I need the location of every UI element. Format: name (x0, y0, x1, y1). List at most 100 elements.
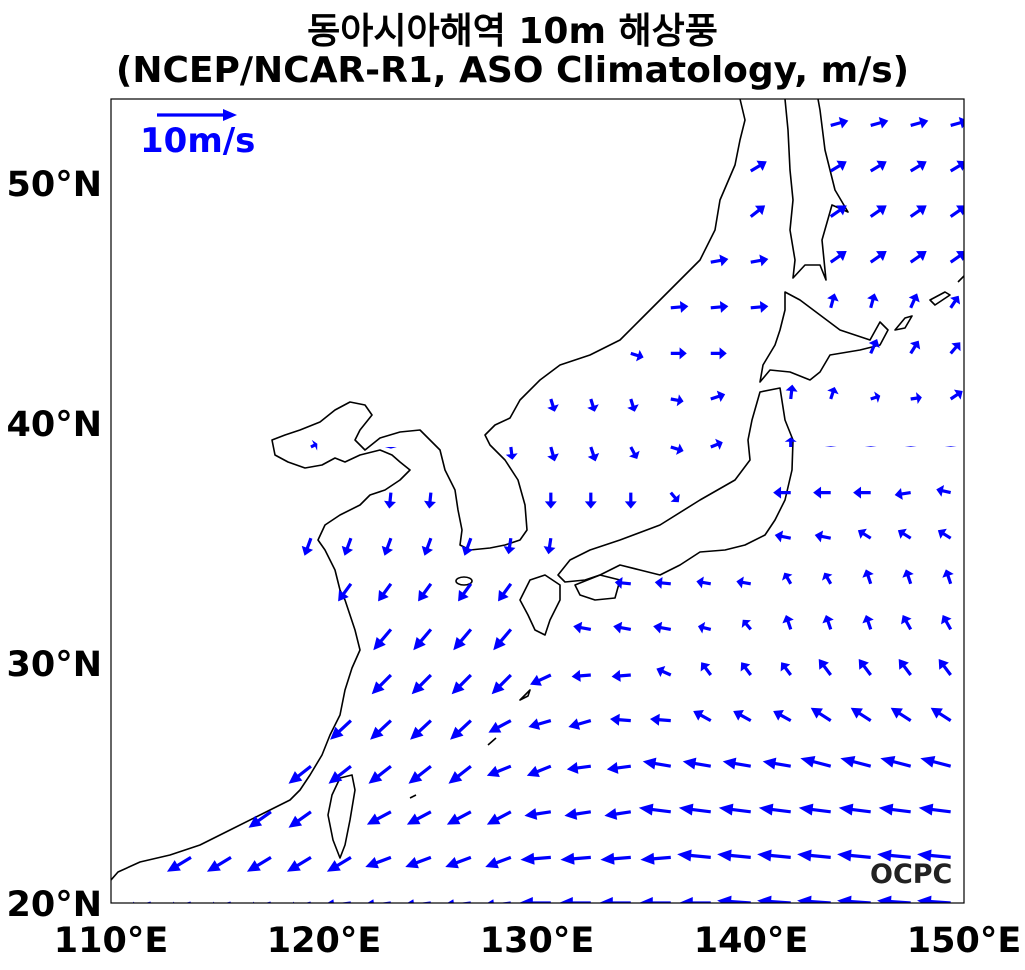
wind-vector-arrow (782, 572, 793, 585)
wind-vector-arrow (838, 803, 871, 816)
wind-vector-arrow (624, 492, 637, 509)
wind-vector-arrow (937, 528, 952, 540)
wind-vector-arrow (584, 492, 597, 509)
wind-vector-arrow (453, 628, 473, 651)
wind-vector-arrow (814, 530, 832, 543)
wind-vector-arrow (944, 446, 957, 447)
wind-vector-arrow (677, 849, 711, 862)
wind-vector-arrow (693, 710, 712, 723)
wind-vector-arrow (330, 719, 352, 740)
wind-vector-arrow (206, 856, 232, 872)
wind-vector-arrow (850, 707, 872, 722)
wind-vector-arrow (870, 116, 889, 129)
wind-vector-arrow (858, 658, 872, 676)
wind-vector-arrow (840, 755, 872, 768)
wind-vector-arrow (524, 808, 552, 820)
wind-vector-arrow (451, 673, 472, 695)
wind-vector-arrow (758, 803, 791, 816)
wind-vector-arrow (810, 707, 832, 722)
wind-vector-arrow (910, 392, 922, 405)
wind-vector-arrow (654, 576, 671, 589)
wind-vector-arrow (418, 582, 433, 602)
wind-vector-arrow (606, 762, 632, 774)
wind-vector-arrow (627, 398, 639, 412)
wind-vector-arrow (857, 528, 872, 540)
wind-vector-arrow (898, 658, 912, 676)
wind-vector-arrow (338, 582, 353, 602)
wind-vector-arrow (757, 895, 791, 903)
logo-text: OCPC (870, 859, 952, 890)
wind-vector-arrow (571, 669, 591, 682)
coastline-shikoku (574, 574, 621, 601)
x-tick-label: 140°E (694, 921, 808, 961)
wind-vector-arrow (736, 576, 752, 589)
wind-vector-arrow (941, 615, 953, 631)
wind-vector-arrow (518, 897, 551, 903)
y-tick-label: 50°N (7, 165, 103, 205)
wind-vector-arrow (917, 895, 951, 903)
coastline-mainland (111, 99, 746, 881)
wind-vector-arrow (784, 437, 797, 447)
wind-vector-arrow (629, 446, 640, 460)
wind-vector-arrow (543, 537, 556, 555)
wind-vector-arrow (710, 438, 723, 450)
wind-vector-arrow (938, 658, 952, 676)
wind-vector-arrow (710, 300, 729, 313)
wind-vector-arrow (798, 803, 831, 816)
wind-vector-arrow (413, 628, 433, 651)
wind-vector-arrow (877, 895, 911, 903)
wind-vector-arrow (598, 897, 631, 903)
wind-vector-arrow (722, 757, 752, 770)
wind-vector-arrow (600, 852, 631, 865)
wind-vector-arrow (360, 899, 392, 903)
wind-vector-arrow (384, 447, 397, 449)
wind-vector-arrow (837, 849, 871, 862)
wind-vector-arrow (560, 852, 591, 865)
coastline-taiwan (327, 774, 356, 859)
wind-vector-arrow (670, 443, 684, 455)
wind-vector-arrow (827, 293, 839, 309)
wind-vector-arrow (485, 855, 512, 869)
wind-vector-arrow (741, 619, 752, 631)
wind-vector-arrow (505, 446, 518, 460)
wind-vector-arrow (949, 160, 964, 173)
wind-vector-arrow (604, 808, 632, 820)
wind-vector-arrow (573, 621, 592, 634)
wind-vector-arrow (653, 621, 672, 634)
wind-vector-arrow (740, 662, 753, 676)
wind-vector-arrow (491, 673, 512, 695)
wind-vector-arrow (818, 658, 832, 676)
wind-vector-arrow (461, 537, 473, 556)
wind-vector-arrow (942, 569, 954, 585)
wind-vector-arrow (488, 719, 512, 733)
wind-vector-arrow (797, 849, 831, 862)
wind-vector-arrow (568, 718, 592, 730)
wind-vector-arrow (248, 810, 272, 828)
wind-vector-arrow (800, 755, 832, 768)
coastline-honshu (557, 387, 794, 583)
wind-vector-arrow (877, 849, 911, 862)
wind-vector-arrow (445, 855, 472, 869)
coastline-ryukyu (409, 689, 531, 799)
wind-vector-arrow (373, 628, 393, 651)
wind-vector-arrow (864, 446, 877, 447)
y-axis: 50°N 40°N 30°N 20°N (7, 165, 103, 925)
coastline-sakhalin (784, 99, 849, 281)
wind-vector-arrow (341, 537, 354, 556)
wind-vector-arrow (408, 764, 432, 784)
wind-vector-arrow (904, 446, 917, 447)
wind-vector-arrow (936, 484, 952, 497)
wind-vector-arrow (614, 576, 631, 589)
wind-vector-arrow (829, 205, 847, 218)
wind-vector-arrow (910, 116, 929, 129)
wind-vector-arrow (400, 899, 432, 903)
wind-vector-arrow (587, 446, 600, 462)
wind-vector-arrow (901, 615, 913, 631)
wind-vector-arrow (547, 446, 559, 462)
wind-vector-arrow (909, 160, 927, 173)
wind-vector-arrow (503, 537, 516, 555)
wind-vector-arrow (528, 718, 552, 730)
wind-vector-arrow (868, 338, 880, 355)
wind-vector-arrow (869, 251, 887, 264)
wind-vector-arrow (320, 899, 352, 903)
